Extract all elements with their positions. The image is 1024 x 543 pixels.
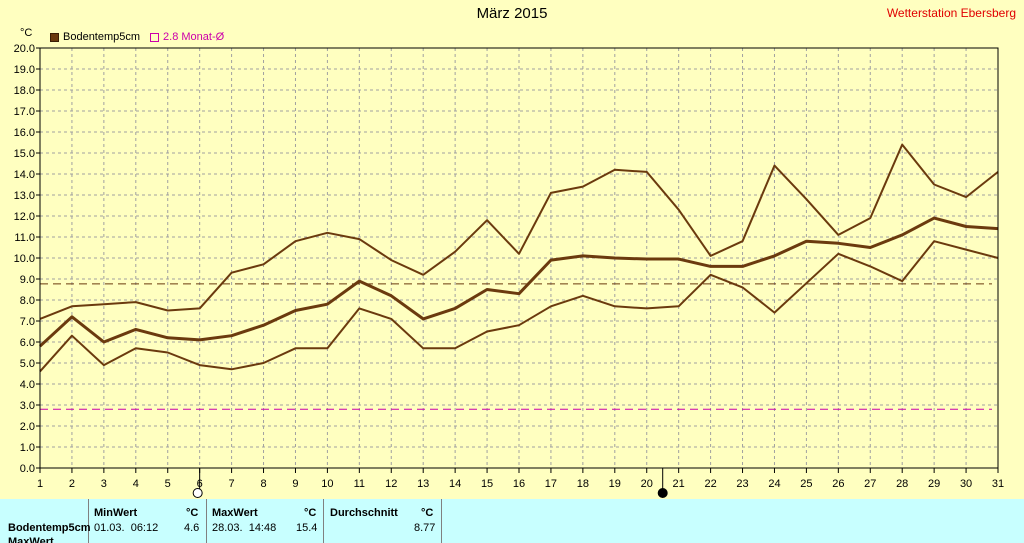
max-header: MaxWert: [212, 507, 258, 519]
x-tick-label: 11: [354, 478, 365, 490]
x-tick-label: 14: [449, 478, 461, 490]
x-tick-label: 9: [292, 478, 298, 490]
stats-table: MinWert °C MaxWert °C Durchschnitt °C Bo…: [0, 499, 1024, 543]
y-tick-label: 11.0: [14, 232, 35, 244]
moon-markers: [192, 468, 668, 498]
y-tick-label: 9.0: [20, 274, 35, 286]
x-tick-label: 19: [609, 478, 621, 490]
x-tick-label: 30: [960, 478, 972, 490]
new-moon-icon: [657, 488, 668, 498]
max-time: 28.03. 14:48: [212, 522, 277, 534]
y-tick-label: 7.0: [20, 316, 35, 328]
table-divider: [88, 499, 89, 543]
series-line-min: [39, 240, 999, 373]
x-tick-label: 12: [385, 478, 397, 490]
x-tick-label: 25: [800, 478, 812, 490]
avg-value: 8.77: [414, 522, 436, 534]
y-tick-label: 10.0: [14, 253, 35, 265]
x-tick-label: 29: [928, 478, 940, 490]
min-header: MinWert: [94, 507, 138, 519]
y-tick-label: 2.0: [20, 421, 35, 433]
x-tick-label: 8: [260, 478, 266, 490]
y-tick-label: 19.0: [14, 64, 35, 76]
y-tick-label: 0.0: [20, 463, 35, 475]
min-time: 01.03. 06:12: [94, 522, 159, 534]
x-tick-label: 15: [481, 478, 493, 490]
average-swatch: [150, 32, 160, 42]
x-tick-label: 17: [545, 478, 557, 490]
legend-average-label: 2.8 Monat-Ø: [163, 31, 225, 43]
row-label: Bodentemp5cm: [8, 522, 91, 534]
x-tick-label: 18: [577, 478, 589, 490]
legend: Bodentemp5cm 2.8 Monat-Ø: [50, 31, 224, 43]
x-tick-label: 22: [704, 478, 716, 490]
x-tick-label: 10: [321, 478, 333, 490]
y-tick-label: 5.0: [20, 358, 35, 370]
legend-series-label: Bodentemp5cm: [63, 31, 141, 43]
full-moon-icon: [192, 488, 203, 498]
series-line-mean: [38, 216, 999, 348]
y-tick-label: 16.0: [14, 127, 35, 139]
table-divider: [323, 499, 324, 543]
avg-unit-header: °C: [421, 507, 434, 519]
chart-grid: [40, 47, 999, 468]
x-tick-label: 1: [37, 478, 43, 490]
x-tick-label: 24: [768, 478, 780, 490]
min-value: 4.6: [184, 522, 200, 534]
y-tick-label: 13.0: [14, 190, 35, 202]
y-tick-label: 1.0: [20, 442, 35, 454]
x-tick-label: 31: [992, 478, 1004, 490]
x-tick-label: 3: [101, 478, 107, 490]
x-tick-label: 5: [165, 478, 171, 490]
x-tick-label: 21: [673, 478, 685, 490]
y-tick-label: 17.0: [14, 106, 35, 118]
y-tick-label: 8.0: [20, 295, 35, 307]
reference-lines: [40, 283, 992, 410]
y-tick-labels: 0.0 1.0 2.0 3.0 4.0 5.0 6.0 7.0 8.0 9.0 10.0 11.0 12…: [14, 43, 35, 475]
x-tick-label: 23: [736, 478, 748, 490]
row2-label: MaxWert: [8, 536, 54, 543]
x-tick-label: 2: [69, 478, 75, 490]
table-divider: [441, 499, 442, 543]
x-tick-label: 26: [832, 478, 844, 490]
max-unit-header: °C: [304, 507, 317, 519]
x-tick-label: 27: [864, 478, 876, 490]
x-tick-label: 20: [641, 478, 653, 490]
y-tick-label: 4.0: [20, 379, 35, 391]
x-tick-label: 7: [229, 478, 235, 490]
x-tick-label: 13: [417, 478, 429, 490]
line-chart: 0.01.02.03.04.05.06.07.08.09.010.011.012…: [14, 43, 1004, 498]
y-tick-label: 6.0: [20, 337, 35, 349]
avg-header: Durchschnitt: [330, 507, 398, 519]
y-tick-label: 20.0: [14, 43, 35, 55]
x-tick-label: 16: [513, 478, 525, 490]
y-unit-label: °C: [20, 27, 33, 39]
y-tick-label: 14.0: [14, 169, 35, 181]
station-name: Wetterstation Ebersberg: [886, 6, 1016, 20]
table-divider: [206, 499, 207, 543]
max-value: 15.4: [296, 522, 318, 534]
x-tick-label: 28: [896, 478, 908, 490]
y-tick-label: 3.0: [20, 400, 35, 412]
series-swatch: [50, 32, 59, 42]
min-unit-header: °C: [186, 507, 199, 519]
chart-title: März 2015: [476, 5, 548, 22]
x-tick-labels: 1234567891011121314151617181920212223242…: [37, 478, 1004, 490]
y-tick-label: 18.0: [14, 85, 35, 97]
y-tick-label: 12.0: [14, 211, 35, 223]
x-tick-label: 4: [133, 478, 139, 490]
y-tick-label: 15.0: [14, 148, 35, 160]
chart-series: [38, 143, 999, 373]
series-line-max: [39, 143, 999, 320]
